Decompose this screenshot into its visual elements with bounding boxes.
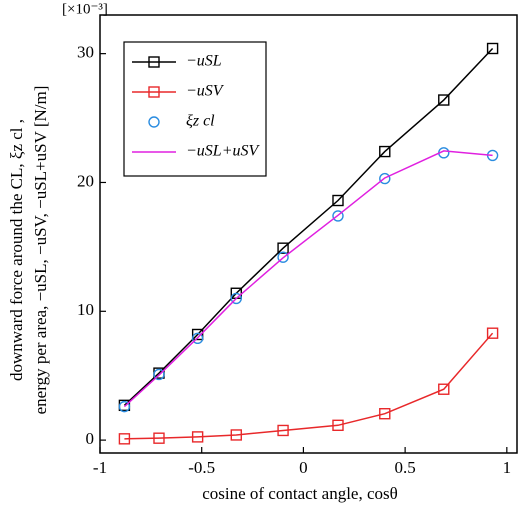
x-tick-label: 0: [299, 458, 308, 477]
x-tick-label: 1: [503, 458, 512, 477]
x-tick-label: -0.5: [188, 458, 215, 477]
legend-marker: [148, 56, 160, 68]
data-point: [332, 210, 344, 222]
series-line: [124, 332, 494, 440]
data-point: [191, 332, 204, 345]
data-point: [277, 424, 289, 437]
data-point: [191, 328, 204, 341]
data-point: [379, 408, 391, 420]
plot-frame: [99, 14, 518, 454]
data-point: [153, 368, 165, 381]
data-point: [118, 400, 131, 413]
y-tick-label: 30: [77, 43, 94, 62]
legend-label: −uSV: [186, 83, 225, 100]
data-point: [332, 194, 344, 207]
data-point: [438, 383, 450, 395]
y-tick-label: 20: [77, 171, 94, 190]
x-tick-label: -1: [93, 458, 107, 477]
data-point: [118, 433, 131, 445]
y-axis-label: energy per area, −uSL, −uSV, −uSL+uSV [N…: [31, 86, 50, 415]
x-axis-label: cosine of contact angle, cosθ: [202, 484, 398, 503]
y-tick-label: 0: [86, 429, 95, 448]
data-point: [277, 251, 289, 263]
data-point: [277, 242, 289, 254]
legend-box: [123, 41, 267, 177]
data-point: [486, 42, 499, 55]
y-unit: [×10⁻³]: [62, 1, 108, 17]
series-line: [123, 150, 493, 408]
data-point: [230, 292, 242, 305]
legend-label: −uSL: [186, 53, 222, 70]
data-point: [486, 327, 499, 339]
legend-marker: [148, 86, 160, 98]
data-point: [153, 432, 165, 444]
legend-label: ξz cl: [186, 113, 215, 130]
y-tick-label: 10: [77, 300, 94, 319]
data-point: [230, 429, 242, 441]
y-axis-label: downward force around the CL, ξz cl ,: [7, 119, 26, 381]
data-point: [379, 145, 391, 158]
data-point: [191, 431, 204, 443]
legend-marker: [148, 116, 160, 128]
series-line: [123, 47, 494, 406]
legend-label: −uSL+uSV: [186, 143, 260, 160]
data-point: [379, 172, 391, 185]
data-point: [332, 419, 344, 432]
data-point: [438, 94, 450, 106]
x-tick-label: 0.5: [394, 458, 415, 477]
